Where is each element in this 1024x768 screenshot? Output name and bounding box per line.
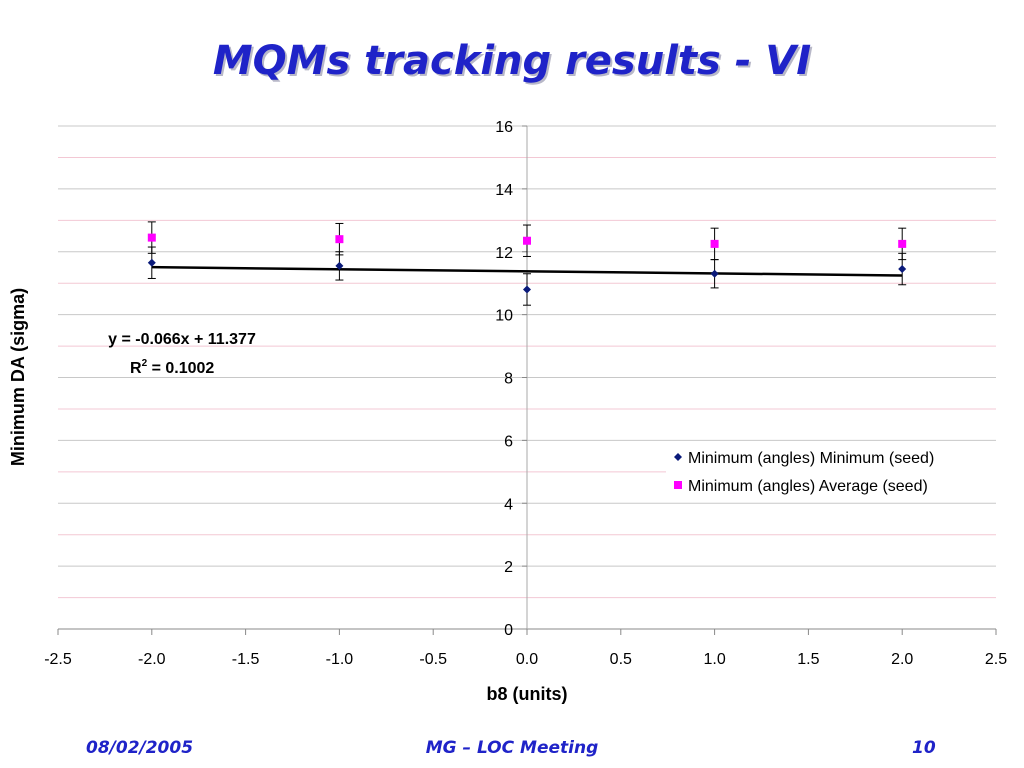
y-tick-label: 16 (495, 119, 513, 136)
data-point-square (710, 239, 719, 248)
x-tick-labels: -2.5 -2.0 -1.5 -1.0 -0.5 0.0 0.5 1.0 1.5 2.0 2.5 (44, 651, 1007, 668)
x-tick-label: 0.5 (610, 651, 632, 668)
x-axis-label: b8 (units) (487, 684, 568, 704)
y-tick-label: 12 (495, 245, 513, 262)
x-tick-label: 1.0 (703, 651, 725, 668)
data-point-diamond (147, 258, 156, 267)
x-tick-label: 0.0 (516, 651, 538, 668)
data-points (147, 233, 907, 294)
y-tick-label: 6 (504, 433, 513, 450)
data-point-square (147, 233, 156, 242)
legend: Minimum (angles) Minimum (seed) Minimum (… (666, 441, 998, 499)
x-tick-label: -1.5 (232, 651, 260, 668)
trendline-line (151, 265, 903, 277)
x-tick-label: -2.5 (44, 651, 72, 668)
y-tick-labels: 0 2 4 6 8 10 12 14 16 (495, 119, 513, 639)
trendline-r-squared: R2 = 0.1002 (130, 358, 214, 377)
slide-title: MQMs tracking results - VI (212, 38, 812, 84)
x-tick-label: -1.0 (326, 651, 354, 668)
x-tick-label: 1.5 (797, 651, 819, 668)
data-point-square (898, 239, 907, 248)
x-tick-label: -2.0 (138, 651, 166, 668)
data-point-square (335, 235, 344, 244)
r2-value: = 0.1002 (147, 360, 214, 377)
footer-date: 08/02/2005 (86, 738, 194, 758)
data-point-diamond (710, 269, 719, 278)
r2-prefix: R (130, 360, 142, 377)
trendline (151, 265, 903, 277)
data-point-diamond (523, 285, 531, 294)
x-tick-label: 2.0 (891, 651, 913, 668)
x-tick-label: -0.5 (419, 651, 447, 668)
y-tick-label: 14 (495, 182, 513, 199)
r2-superscript: 2 (142, 358, 148, 369)
y-tick-label: 4 (504, 496, 513, 513)
data-point-diamond (898, 265, 907, 274)
legend-label: Minimum (angles) Average (seed) (688, 478, 928, 495)
y-tick-label: 0 (504, 622, 513, 639)
legend-marker-square (674, 481, 682, 489)
axes (57, 125, 997, 635)
x-tick-label: 2.5 (985, 651, 1007, 668)
data-point-diamond (335, 261, 344, 270)
legend-marker-diamond (674, 453, 682, 461)
trendline-equation: y = -0.066x + 11.377 (108, 331, 256, 348)
y-tick-label: 2 (504, 559, 513, 576)
y-axis-label: Minimum DA (sigma) (8, 288, 28, 466)
y-tick-label: 8 (504, 371, 513, 388)
y-tick-label: 10 (495, 308, 513, 325)
data-point-square (523, 236, 531, 245)
footer-meeting: MG – LOC Meeting (425, 738, 599, 758)
legend-box (666, 441, 998, 499)
page-number: 10 (912, 738, 936, 758)
legend-label: Minimum (angles) Minimum (seed) (688, 450, 934, 467)
